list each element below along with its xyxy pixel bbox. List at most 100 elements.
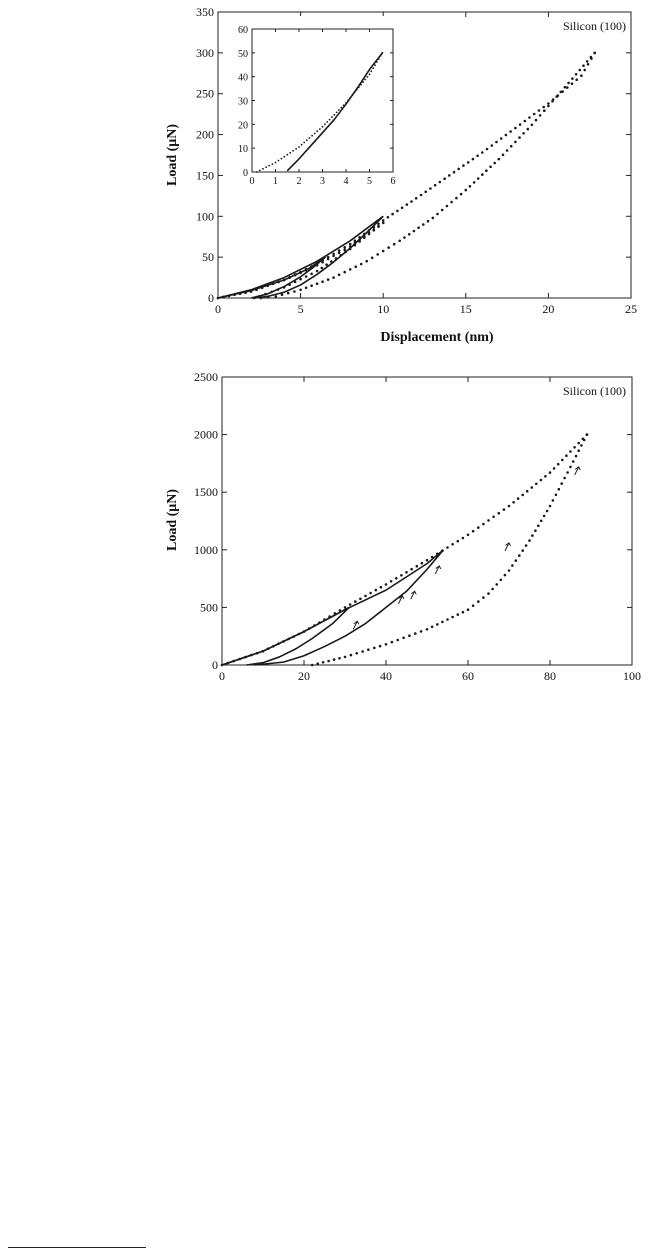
chart-bottom-series-0-loading-point bbox=[400, 574, 403, 577]
chart-inset-series-0-loading-point bbox=[372, 67, 375, 70]
chart-top-series-0-loading-point bbox=[396, 209, 399, 213]
chart-bottom-series-0-unloading-point bbox=[451, 615, 454, 619]
chart-bottom-series-0-unloading-point bbox=[563, 476, 566, 480]
chart-top-series-0-unloading-point bbox=[321, 280, 324, 284]
chart-top-ytick-label: 200 bbox=[196, 128, 214, 142]
chart-bottom-series-0-loading-point bbox=[521, 493, 524, 497]
chart-bottom-series-0-unloading-point bbox=[349, 653, 353, 657]
chart-bottom-annotation: Silicon (100) bbox=[563, 384, 626, 398]
chart-top-series-3-unloading-point bbox=[325, 263, 328, 267]
chart-bottom-series-0-unloading-point bbox=[367, 648, 370, 651]
chart-bottom-arrow bbox=[397, 595, 405, 605]
chart-bottom-series-2-unloading-line bbox=[246, 606, 350, 666]
chart-bottom-series-0-loading-point bbox=[487, 519, 490, 522]
chart-inset-ytick-label: 40 bbox=[238, 73, 248, 84]
chart-top-series-3-unloading-point bbox=[363, 236, 366, 240]
chart-bottom-series-0-unloading-point bbox=[471, 604, 475, 607]
chart-top-series-0-unloading-point bbox=[450, 200, 453, 204]
chart-bottom-series-0-loading-point bbox=[530, 486, 534, 489]
chart-top-series-0-unloading-point bbox=[574, 73, 578, 76]
chart-top-series-3-loading-point bbox=[343, 248, 347, 251]
chart-inset-series-0-loading-point bbox=[292, 149, 294, 152]
chart-inset-xtick-label: 6 bbox=[391, 176, 396, 187]
chart-bottom-series-0-unloading-point bbox=[461, 610, 465, 614]
chart-top-series-3-loading-point bbox=[233, 293, 236, 297]
chart-top-series-0-loading-point bbox=[377, 222, 380, 226]
chart-top-series-0-unloading-point bbox=[505, 149, 509, 152]
chart-top-series-0-loading-point bbox=[438, 180, 442, 184]
chart-bottom-series-0-loading-point bbox=[430, 555, 434, 559]
chart-bottom-series-0-unloading-point bbox=[456, 613, 460, 616]
chart-top-series-3-unloading-point bbox=[276, 288, 280, 291]
chart-top-series-0-loading-point bbox=[348, 242, 352, 246]
chart-top-series-3-loading-point bbox=[293, 273, 297, 277]
chart-bottom-series-0-unloading-point bbox=[537, 524, 540, 528]
chart-bottom-series-0-loading-point bbox=[556, 462, 560, 466]
chart-bottom-series-0-unloading-point bbox=[338, 657, 341, 660]
chart-top-series-0-unloading-point bbox=[509, 144, 513, 148]
chart-top-ytick-label: 0 bbox=[208, 291, 214, 305]
chart-bottom-series-0-loading-point bbox=[502, 508, 506, 511]
chart-top-series-3-unloading-point bbox=[270, 290, 274, 294]
chart-top-series-0-loading-point bbox=[443, 177, 446, 180]
chart-inset-series-0-loading-point bbox=[328, 118, 331, 121]
chart-top-series-0-unloading-point bbox=[571, 77, 574, 80]
chart-top-ytick-label: 100 bbox=[196, 209, 214, 223]
chart-top-series-3-loading-point bbox=[216, 296, 220, 300]
chart-top-ytick-label: 150 bbox=[196, 168, 214, 182]
chart-bottom-series-0-loading-point bbox=[369, 591, 372, 595]
chart-inset-series-0-loading-point bbox=[308, 137, 311, 139]
chart-bottom-series-0-unloading-point bbox=[503, 573, 507, 577]
chart-top-series-0-unloading-point bbox=[468, 185, 472, 188]
chart-inset-series-0-loading-point bbox=[364, 78, 367, 81]
chart-bottom-series-0-loading-point bbox=[552, 467, 556, 470]
chart-bottom-series-0-unloading-point bbox=[425, 628, 429, 631]
chart-inset-series-0-loading-point bbox=[362, 81, 364, 83]
chart-inset-series-0-loading-point bbox=[262, 167, 264, 170]
chart-bottom-series-0-unloading-point bbox=[408, 634, 411, 637]
chart-bottom-series-0-unloading-point bbox=[514, 559, 518, 562]
chart-bottom-series-0-unloading-point bbox=[524, 544, 528, 547]
chart-top-series-3-unloading-point bbox=[348, 247, 352, 251]
chart-top-series-3-loading-point bbox=[326, 257, 330, 261]
chart-top-series-0-loading-point bbox=[452, 170, 456, 174]
chart-inset-xtick-label: 2 bbox=[297, 176, 302, 187]
chart-bottom-arrow bbox=[410, 590, 417, 600]
chart-top-series-0-unloading-point bbox=[422, 223, 425, 226]
chart-top-series-0-unloading-point bbox=[555, 95, 558, 98]
chart-bottom-series-0-loading-point bbox=[565, 454, 568, 458]
chart-top-series-0-unloading-point bbox=[403, 236, 406, 239]
chart-bottom-series-0-loading-point bbox=[415, 564, 419, 568]
chart-top-series-0-unloading-point bbox=[376, 253, 380, 256]
chart-bottom-ylabel: Load (μN) bbox=[165, 489, 180, 551]
chart-top-series-3-unloading-point bbox=[282, 286, 286, 289]
chart-inset-series-0-loading-point bbox=[331, 116, 333, 119]
chart-top-series-0-unloading-point bbox=[582, 64, 585, 67]
chart-inset-series-0-loading-point bbox=[370, 70, 373, 73]
chart-bottom-series-0-unloading-point bbox=[487, 592, 490, 595]
chart-top-series-3-loading-point bbox=[266, 284, 269, 288]
chart-top-series-0-loading-point bbox=[457, 167, 461, 171]
chart-top-series-0-unloading-point bbox=[518, 136, 521, 139]
chart-bottom-series-0-unloading-point bbox=[482, 596, 485, 599]
chart-top-series-0-loading-point bbox=[504, 133, 508, 137]
chart-top-series-3-loading-point bbox=[321, 260, 324, 264]
chart-inset-series-0-loading-point bbox=[286, 153, 289, 156]
chart-top-series-0-unloading-point bbox=[593, 51, 596, 55]
chart-bottom-arrows bbox=[352, 466, 581, 630]
chart-top-series-0-unloading-point bbox=[578, 68, 582, 72]
chart-inset-series-0-loading-point bbox=[280, 157, 283, 160]
chart-top-series-0-unloading-point bbox=[563, 85, 567, 89]
chart-top-xtick-label: 15 bbox=[460, 302, 472, 316]
chart-bottom-arrow bbox=[352, 620, 360, 630]
chart-top-series-0-loading-point bbox=[518, 123, 522, 126]
chart-bottom-series-0-loading-point bbox=[471, 529, 475, 533]
chart-top-series-0-loading-point bbox=[570, 82, 574, 85]
chart-inset-ytick-label: 20 bbox=[238, 120, 248, 131]
chart-bottom-ytick-label: 2500 bbox=[194, 370, 218, 384]
chart-inset-xtick-label: 1 bbox=[273, 176, 278, 187]
chart-bottom-series-0-unloading-point bbox=[466, 608, 470, 611]
chart-inset-series-0-loading-point bbox=[305, 139, 308, 142]
